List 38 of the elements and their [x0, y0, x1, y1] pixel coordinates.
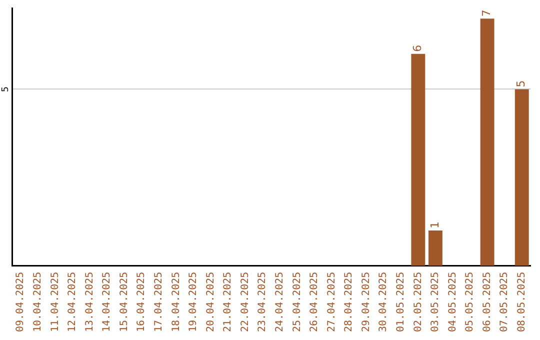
- x-tick-label: 13.04.2025: [84, 272, 96, 332]
- x-tick-label: 15.04.2025: [118, 272, 130, 332]
- x-tick-label: 18.04.2025: [170, 272, 182, 332]
- bar: [428, 230, 442, 266]
- x-tick-label: 30.04.2025: [378, 272, 390, 332]
- x-tick-label: 04.05.2025: [447, 272, 458, 332]
- data-label: 5: [514, 80, 528, 88]
- data-label: 1: [428, 221, 442, 228]
- x-tick-label: 22.04.2025: [240, 272, 251, 332]
- x-tick-label: 01.05.2025: [395, 272, 406, 332]
- x-tick-label: 11.04.2025: [50, 272, 61, 332]
- x-tick-label: 16.04.2025: [136, 272, 148, 332]
- x-tick-label: 23.04.2025: [257, 272, 268, 332]
- x-tick-label: 17.04.2025: [154, 272, 165, 332]
- x-tick-label: 14.04.2025: [102, 272, 113, 332]
- bar: [411, 54, 426, 266]
- x-tick-label: 24.04.2025: [274, 272, 286, 332]
- x-tick-label: 29.04.2025: [360, 272, 372, 332]
- x-tick-label: 21.04.2025: [222, 272, 234, 332]
- bar: [480, 18, 494, 266]
- x-tick-label: 27.04.2025: [326, 272, 338, 332]
- x-tick-label: 05.05.2025: [464, 272, 476, 332]
- bar: [514, 89, 529, 266]
- x-tick-label: 28.04.2025: [344, 272, 355, 332]
- data-label: 7: [480, 10, 494, 17]
- x-tick-label: 08.05.2025: [516, 272, 528, 332]
- x-tick-label: 06.05.2025: [482, 272, 493, 332]
- data-label: 6: [411, 44, 424, 52]
- x-tick-label: 09.04.2025: [15, 272, 26, 332]
- x-tick-label: 19.04.2025: [188, 272, 200, 332]
- x-tick-label: 03.05.2025: [430, 272, 442, 332]
- x-tick-label: 25.04.2025: [292, 272, 303, 332]
- x-tick-label: 20.04.2025: [205, 272, 216, 332]
- x-tick-label: 07.05.2025: [499, 272, 510, 332]
- x-tick-label: 26.04.2025: [309, 272, 320, 332]
- x-tick-label: 10.04.2025: [32, 272, 44, 332]
- x-tick-label: 02.05.2025: [412, 272, 424, 332]
- x-tick-label: 12.04.2025: [67, 272, 78, 332]
